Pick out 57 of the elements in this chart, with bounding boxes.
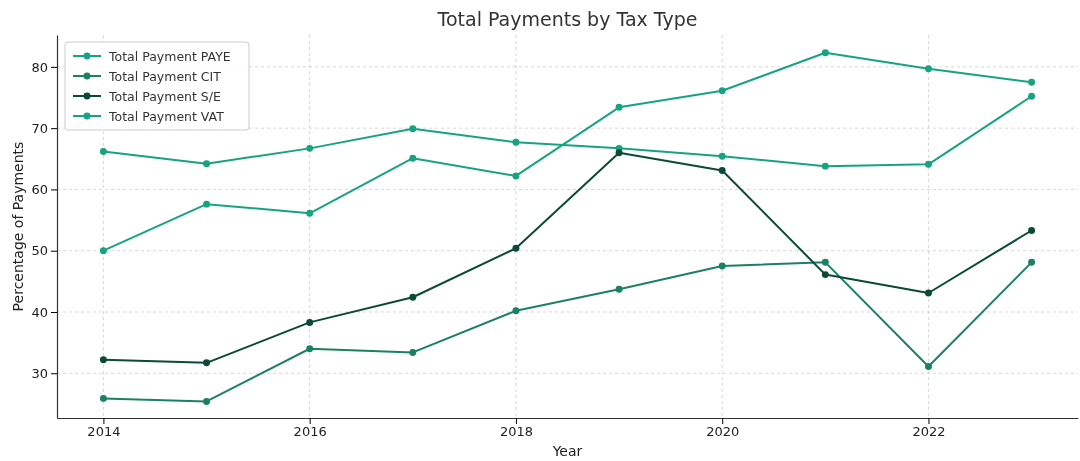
legend-label: Total Payment PAYE [108,48,231,64]
point [718,152,726,160]
point [718,262,726,270]
point [99,247,107,255]
point [821,258,829,266]
point [99,394,107,402]
point [203,359,211,367]
point [203,397,211,405]
point [924,160,932,168]
point [512,172,520,180]
point [203,200,211,208]
y-tick-label: 40 [31,304,48,320]
point [821,271,829,279]
x-tick-label: 2022 [912,424,946,440]
point [409,125,417,133]
y-tick-label: 70 [31,120,48,136]
point [512,244,520,252]
x-tick-label: 2018 [499,424,533,440]
point [821,49,829,57]
y-tick-label: 50 [31,243,48,259]
point [512,138,520,146]
x-tick-label: 2020 [706,424,740,440]
point [924,363,932,370]
point [615,149,623,157]
point [1028,258,1036,266]
point [203,160,211,168]
point [409,293,417,301]
point [306,345,314,353]
point [1028,227,1036,234]
point [306,318,314,326]
point [615,103,623,111]
point [924,289,932,297]
x-axis-title: Year [551,443,583,459]
point [821,162,829,170]
x-tick-label: 2014 [87,424,121,440]
x-tick-label: 2016 [293,424,327,440]
point [306,144,314,152]
y-tick-label: 80 [31,59,48,75]
point [99,147,107,155]
legend-label: Total Payment CIT [108,68,222,84]
point [409,154,417,162]
point [1028,78,1036,86]
point [718,87,726,95]
point [718,166,726,174]
point [1028,92,1036,100]
point [512,307,520,315]
y-axis-title: Percentage of Payments [10,141,26,312]
point [409,348,417,356]
chart-title: Total Payments by Tax Type [436,8,698,30]
legend-label: Total Payment VAT [108,108,225,124]
point [615,285,623,293]
legend-label: Total Payment S/E [108,88,222,104]
y-tick-label: 60 [31,182,48,198]
point [306,209,314,217]
point [924,65,932,73]
y-tick-label: 30 [31,365,48,381]
point [99,356,107,364]
